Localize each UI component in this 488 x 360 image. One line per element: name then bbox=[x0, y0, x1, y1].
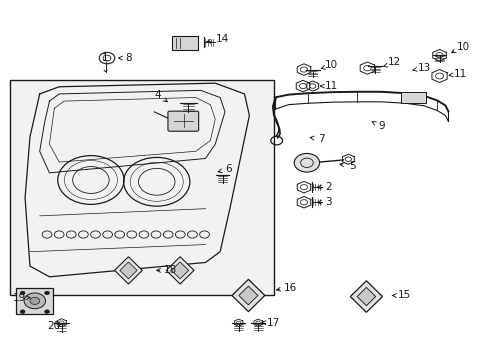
FancyBboxPatch shape bbox=[167, 111, 198, 131]
Text: 5: 5 bbox=[349, 161, 355, 171]
Bar bbox=[16, 288, 53, 314]
Text: 17: 17 bbox=[266, 319, 280, 328]
Circle shape bbox=[30, 297, 40, 305]
Text: 20: 20 bbox=[47, 321, 60, 330]
Polygon shape bbox=[231, 279, 264, 312]
Text: 19: 19 bbox=[13, 293, 26, 303]
Polygon shape bbox=[114, 257, 142, 284]
Bar bbox=[172, 36, 197, 50]
Text: 4: 4 bbox=[154, 90, 161, 100]
Text: 15: 15 bbox=[397, 291, 410, 301]
Text: 18: 18 bbox=[163, 265, 177, 275]
Text: 3: 3 bbox=[325, 197, 331, 207]
Text: 10: 10 bbox=[455, 42, 468, 51]
Polygon shape bbox=[349, 281, 382, 312]
Circle shape bbox=[294, 153, 319, 172]
Text: 6: 6 bbox=[225, 164, 232, 174]
Circle shape bbox=[44, 291, 49, 295]
Text: 16: 16 bbox=[284, 283, 297, 293]
Polygon shape bbox=[166, 257, 194, 284]
Text: 13: 13 bbox=[416, 63, 430, 73]
Polygon shape bbox=[356, 287, 375, 306]
Text: 12: 12 bbox=[387, 57, 401, 67]
Text: 1: 1 bbox=[102, 53, 109, 63]
Text: 7: 7 bbox=[318, 134, 324, 144]
Text: 8: 8 bbox=[125, 53, 131, 63]
Polygon shape bbox=[171, 262, 188, 279]
Circle shape bbox=[44, 310, 49, 314]
Polygon shape bbox=[238, 286, 257, 305]
Text: 14: 14 bbox=[216, 35, 229, 44]
Text: 10: 10 bbox=[324, 59, 337, 69]
Bar bbox=[10, 80, 273, 295]
Text: 11: 11 bbox=[324, 81, 337, 91]
Circle shape bbox=[20, 310, 25, 314]
Circle shape bbox=[20, 291, 25, 295]
Text: 11: 11 bbox=[452, 69, 466, 79]
Bar bbox=[400, 92, 425, 103]
Text: 9: 9 bbox=[378, 121, 385, 131]
Polygon shape bbox=[120, 262, 137, 279]
Text: 2: 2 bbox=[325, 182, 331, 192]
Circle shape bbox=[24, 293, 45, 309]
